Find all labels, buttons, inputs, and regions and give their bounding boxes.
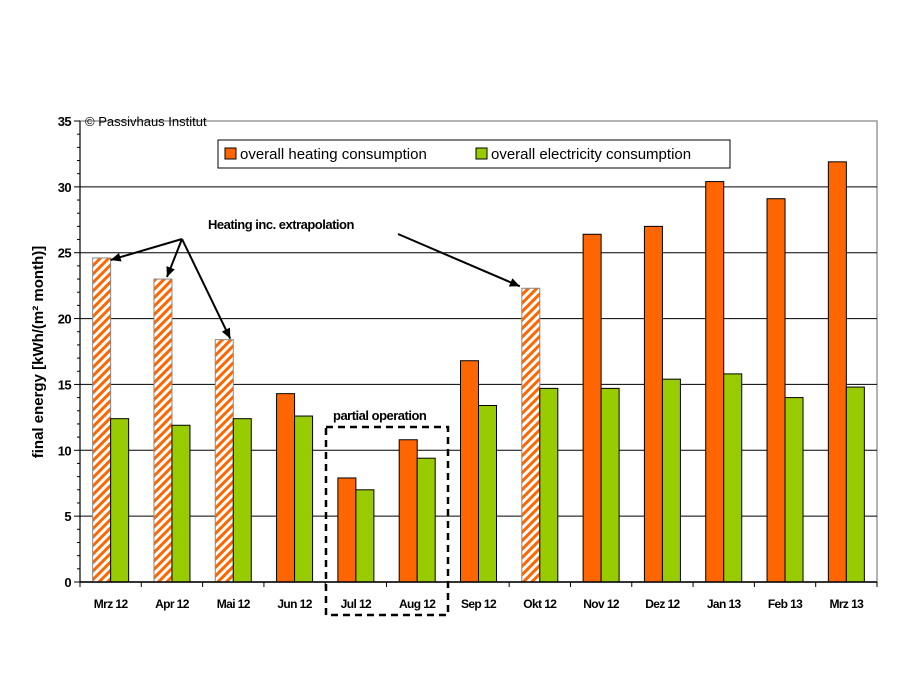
axes (74, 120, 878, 587)
annotation-arrow-head (221, 327, 231, 339)
bar-heating (705, 181, 725, 583)
bar-heating (827, 161, 847, 583)
x-tick-label: Dez 12 (645, 597, 680, 611)
y-tick-label: 0 (64, 575, 71, 590)
annotation-partial-operation: partial operation (333, 408, 427, 423)
annotation-arrow-line (110, 238, 183, 261)
legend-label-heating: overall heating consumption (240, 146, 427, 163)
bar-electricity (845, 386, 865, 583)
bar-electricity (110, 418, 130, 583)
annotation-arrow-head (508, 278, 520, 287)
copyright-label: © Passivhaus Institut (85, 114, 207, 129)
y-tick-label: 10 (58, 443, 72, 458)
x-tick-label: Okt 12 (523, 597, 557, 611)
bars (92, 161, 865, 583)
bar-heating (214, 339, 234, 583)
annotation-arrow-head (166, 266, 175, 278)
bar-electricity (294, 415, 314, 583)
bar-heating (582, 233, 602, 583)
annotations: Heating inc. extrapolation partial opera… (110, 217, 521, 617)
legend-box (217, 139, 731, 169)
bar-heating (337, 477, 357, 583)
bar-electricity (661, 378, 681, 583)
annotation-arrow-line (397, 233, 521, 288)
x-tick-label: Nov 12 (583, 597, 620, 611)
x-tick-label: Mrz 13 (829, 597, 864, 611)
legend-label-electricity: overall electricity consumption (491, 146, 691, 163)
x-tick-label: Jun 12 (277, 597, 312, 611)
legend: overall heating consumption overall elec… (217, 139, 731, 169)
bar-electricity (416, 457, 436, 583)
x-tick-label: Jan 13 (707, 597, 742, 611)
bar-electricity (539, 387, 559, 583)
y-tick-label: 25 (58, 246, 72, 261)
bar-electricity (171, 424, 191, 583)
y-tick-label: 35 (58, 114, 72, 129)
bar-electricity (478, 405, 497, 583)
x-tick-label: Mai 12 (217, 597, 251, 611)
annotation-extrapolation: Heating inc. extrapolation (208, 217, 354, 232)
bar-heating (276, 393, 296, 583)
y-tick-label: 20 (58, 312, 72, 327)
x-tick-label: Jul 12 (341, 597, 372, 611)
bar-heating (766, 198, 786, 583)
bar-heating (92, 257, 112, 583)
bar-electricity (723, 373, 743, 583)
y-tick-label: 15 (58, 377, 72, 392)
bar-heating (460, 360, 479, 583)
bar-heating (521, 287, 541, 583)
y-axis-label: final energy [kWh/(m² month)] (30, 246, 47, 459)
gridlines (80, 186, 877, 517)
x-tick-label: Sep 12 (461, 597, 497, 611)
annotation-arrow-head (110, 252, 122, 262)
tick-labels: 0 5 10 15 20 25 30 35 Mrz 12 Apr 12 Mai 12 Jun 12 Ju… (58, 114, 865, 611)
y-tick-label: 5 (64, 509, 71, 524)
bar-electricity (232, 418, 252, 583)
bar-heating (398, 439, 418, 583)
x-tick-label: Feb 13 (768, 597, 803, 611)
bar-electricity (600, 387, 620, 583)
partial-operation-box (324, 425, 450, 617)
annotation-arrow-line (181, 238, 232, 340)
bar-electricity (784, 397, 804, 583)
bar-electricity (355, 489, 375, 583)
x-tick-label: Apr 12 (155, 597, 190, 611)
bar-heating (643, 225, 663, 583)
y-tick-label: 30 (58, 180, 72, 195)
x-tick-label: Aug 12 (399, 597, 436, 611)
legend-swatch-heating (224, 147, 237, 160)
extrapolation-arrows (110, 233, 521, 340)
x-tick-label: Mrz 12 (94, 597, 129, 611)
legend-swatch-electricity (475, 147, 488, 160)
bar-heating (153, 278, 173, 583)
